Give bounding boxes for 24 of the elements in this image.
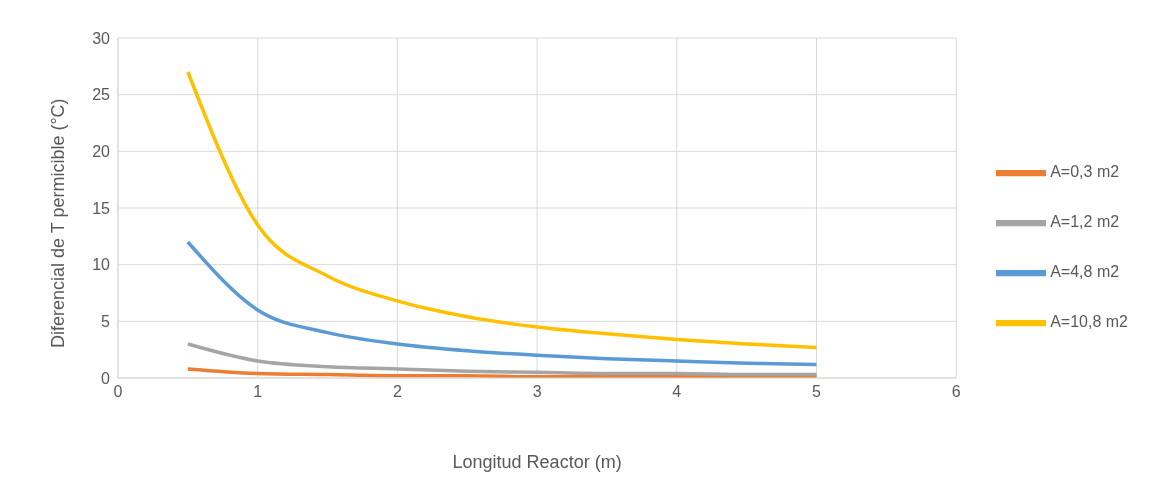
y-tick-label: 30: [92, 29, 111, 47]
x-tick-label: 6: [951, 383, 961, 401]
line-series: [186, 367, 819, 378]
line-series: [186, 240, 819, 367]
y-tick-label: 0: [101, 369, 111, 387]
x-tick-label: 1: [253, 383, 263, 401]
x-tick-label: 2: [392, 383, 402, 401]
x-tick-label: 5: [812, 383, 822, 401]
legend-label: A=0,3 m2: [1050, 163, 1120, 181]
y-tick-label: 15: [92, 199, 111, 217]
x-tick-label: 4: [672, 383, 682, 401]
x-axis-title: Longitud Reactor (m): [452, 452, 622, 472]
legend-label: A=4,8 m2: [1050, 263, 1120, 281]
legend-label: A=10,8 m2: [1050, 313, 1128, 331]
y-axis-title: Diferencial de T permicible (°C): [48, 98, 69, 348]
x-tick-label: 0: [113, 383, 123, 401]
y-tick-label: 25: [92, 86, 111, 104]
y-tick-label: 10: [92, 256, 111, 274]
y-tick-label: 5: [101, 313, 111, 331]
line-series: [186, 342, 819, 377]
y-tick-label: 20: [92, 143, 111, 161]
legend-label: A=1,2 m2: [1050, 213, 1120, 231]
x-tick-label: 3: [532, 383, 542, 401]
line-series: [186, 70, 819, 350]
